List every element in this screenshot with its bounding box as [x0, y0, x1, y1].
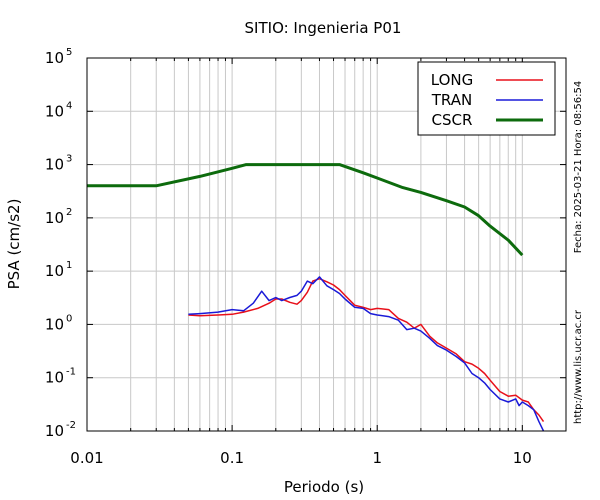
y-tick-exponent: -2	[66, 420, 76, 431]
y-tick-label: 10	[45, 156, 64, 174]
x-axis-label: Periodo (s)	[284, 478, 364, 496]
legend-label-long: LONG	[431, 71, 473, 89]
plot-frame	[86, 57, 567, 432]
y-tick-exponent: 3	[66, 154, 72, 165]
series-line-cscr	[87, 163, 524, 257]
y-tick-label: 10	[45, 369, 64, 387]
x-tick-label: 0.1	[220, 449, 244, 467]
y-tick-exponent: 5	[66, 47, 72, 58]
y-tick-exponent: 0	[66, 313, 72, 324]
chart-title: SITIO: Ingenieria P01	[245, 19, 402, 37]
grid-lines	[87, 58, 566, 431]
y-tick-label: 10	[45, 422, 64, 440]
legend-label-tran: TRAN	[431, 91, 472, 109]
timestamp-text: Fecha: 2025-03-21 Hora: 08:56:54	[573, 81, 584, 254]
y-tick-exponent: 1	[66, 260, 72, 271]
y-tick-exponent: -1	[66, 367, 76, 378]
series-layer	[87, 163, 545, 432]
legend-label-cscr: CSCR	[432, 111, 473, 129]
y-tick-label: 10	[45, 102, 64, 120]
y-axis-label: PSA (cm/s2)	[5, 199, 23, 290]
y-tick-exponent: 2	[66, 207, 72, 218]
x-tick-label: 0.01	[70, 449, 103, 467]
legend-box	[417, 61, 556, 136]
y-tick-label: 10	[45, 49, 64, 67]
y-tick-label: 10	[45, 209, 64, 227]
x-tick-label: 10	[513, 449, 532, 467]
url-text: http://www.lis.ucr.ac.cr	[573, 309, 584, 424]
x-tick-label: 1	[372, 449, 382, 467]
y-tick-label: 10	[45, 315, 64, 333]
legend: LONG TRAN CSCR	[417, 61, 556, 136]
y-tick-exponent: 4	[66, 100, 72, 111]
series-line-tran	[188, 276, 545, 432]
y-tick-label: 10	[45, 262, 64, 280]
